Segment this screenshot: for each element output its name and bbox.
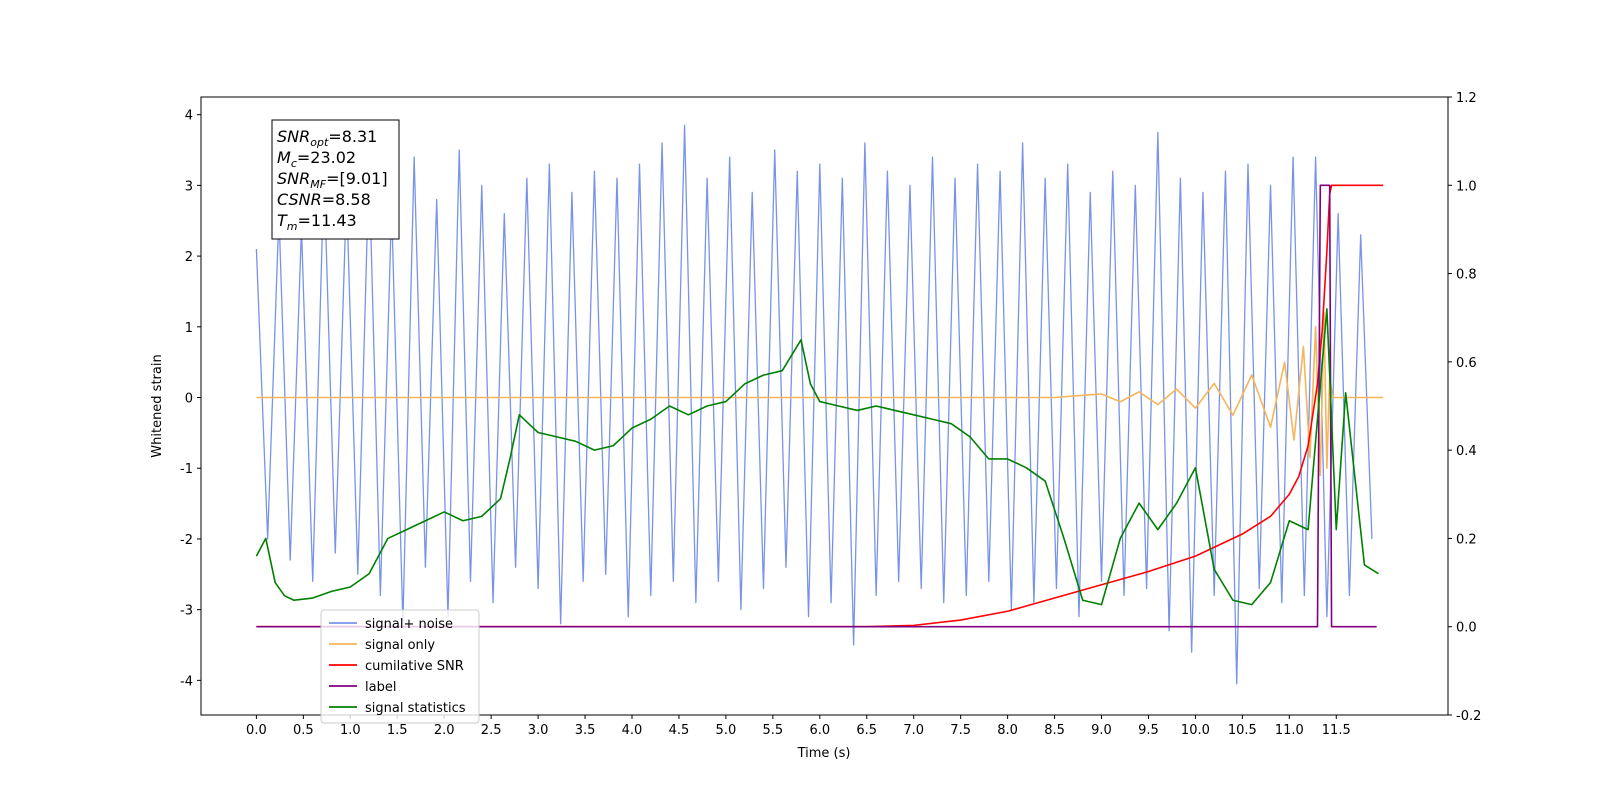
annotation-frame bbox=[271, 119, 400, 240]
y2-tick-label: 1.2 bbox=[1456, 91, 1477, 106]
series-line bbox=[255, 124, 1373, 685]
annotation-line: Tm=11.43 bbox=[277, 211, 357, 233]
annotation-subscript: MF bbox=[310, 178, 326, 191]
x-tick-label: 6.0 bbox=[809, 723, 830, 738]
y2-tick-label: 0.6 bbox=[1456, 356, 1477, 371]
annotation-box: SNRopt=8.31Mc=23.02SNRMF=[9.01]CSNR=8.58… bbox=[271, 119, 400, 240]
y2-tick-label: 0.2 bbox=[1456, 532, 1477, 547]
annotation-value: =11.43 bbox=[298, 211, 357, 230]
annotation-value: =23.02 bbox=[297, 148, 356, 167]
plot-frame bbox=[200, 96, 1449, 716]
y2-tick-label: 0.4 bbox=[1456, 444, 1477, 459]
series-line bbox=[256, 184, 1384, 628]
x-axis-label: Time (s) bbox=[797, 746, 851, 761]
legend-label: signal+ noise bbox=[365, 617, 453, 632]
x-tick-label: 1.5 bbox=[387, 723, 408, 738]
x-tick-label: 3.0 bbox=[528, 723, 549, 738]
x-tick-label: 0.0 bbox=[246, 723, 267, 738]
x-tick-label: 7.0 bbox=[903, 723, 924, 738]
annotation-line: CSNR=8.58 bbox=[277, 190, 371, 209]
y-tick-label: -4 bbox=[180, 674, 193, 689]
y-tick-label: 1 bbox=[185, 321, 193, 336]
x-tick-label: 9.0 bbox=[1091, 723, 1112, 738]
x-tick-label: 5.5 bbox=[763, 723, 784, 738]
x-tick-label: 11.0 bbox=[1275, 723, 1304, 738]
y2-tick-label: -0.2 bbox=[1456, 709, 1481, 724]
annotation-symbol: SNR bbox=[277, 169, 310, 188]
legend-label: signal only bbox=[365, 638, 435, 653]
x-tick-label: 10.5 bbox=[1228, 723, 1257, 738]
annotation-line: Mc=23.02 bbox=[277, 148, 356, 170]
annotation-symbol: M bbox=[277, 148, 291, 167]
legend-label: cumilative SNR bbox=[365, 659, 464, 674]
legend-label: label bbox=[365, 680, 396, 695]
x-tick-label: 8.0 bbox=[997, 723, 1018, 738]
x-tick-label: 2.5 bbox=[481, 723, 502, 738]
annotation-symbol: CSNR bbox=[277, 190, 322, 209]
x-tick-label: 2.0 bbox=[434, 723, 455, 738]
annotation-line: SNRopt=8.31 bbox=[277, 127, 377, 149]
y2-tick-label: 0.0 bbox=[1456, 621, 1477, 636]
y2-tick-label: 1.0 bbox=[1456, 179, 1477, 194]
y-tick-label: 0 bbox=[185, 392, 193, 407]
annotation-subscript: c bbox=[291, 157, 297, 170]
x-tick-label: 0.5 bbox=[293, 723, 314, 738]
x-tick-label: 6.5 bbox=[856, 723, 877, 738]
legend: signal+ noise signal only cumilative SNR la… bbox=[320, 609, 480, 724]
annotation-symbol: SNR bbox=[277, 127, 310, 146]
y-axis-label: Whitened strain bbox=[150, 354, 165, 457]
x-tick-label: 9.5 bbox=[1138, 723, 1159, 738]
annotation-symbol: T bbox=[277, 211, 288, 230]
y-tick-label: 4 bbox=[185, 109, 193, 124]
x-tick-label: 3.5 bbox=[575, 723, 596, 738]
x-tick-label: 5.0 bbox=[716, 723, 737, 738]
y-tick-label: -1 bbox=[180, 462, 193, 477]
y-tick-label: -3 bbox=[180, 604, 193, 619]
annotation-line: SNRMF=[9.01] bbox=[277, 169, 388, 191]
x-tick-label: 1.0 bbox=[340, 723, 361, 738]
x-tick-label: 10.0 bbox=[1181, 723, 1210, 738]
y2-tick-label: 0.8 bbox=[1456, 268, 1477, 283]
series-line bbox=[255, 308, 1379, 606]
y-tick-label: -2 bbox=[180, 533, 193, 548]
x-tick-label: 11.5 bbox=[1322, 723, 1351, 738]
x-tick-label: 8.5 bbox=[1044, 723, 1065, 738]
annotation-value: =8.31 bbox=[328, 127, 377, 146]
series-line bbox=[256, 184, 1377, 628]
legend-label: signal statistics bbox=[365, 701, 466, 716]
annotation-subscript: m bbox=[287, 220, 298, 233]
x-tick-label: 4.5 bbox=[669, 723, 690, 738]
x-tick-label: 4.0 bbox=[622, 723, 643, 738]
annotation-subscript: opt bbox=[310, 136, 329, 149]
annotation-value: =[9.01] bbox=[326, 169, 388, 188]
x-tick-label: 7.5 bbox=[950, 723, 971, 738]
y-tick-label: 2 bbox=[185, 250, 193, 265]
y-tick-label: 3 bbox=[185, 179, 193, 194]
annotation-value: =8.58 bbox=[322, 190, 371, 209]
series-line bbox=[256, 311, 1384, 477]
legend-frame bbox=[320, 609, 480, 724]
